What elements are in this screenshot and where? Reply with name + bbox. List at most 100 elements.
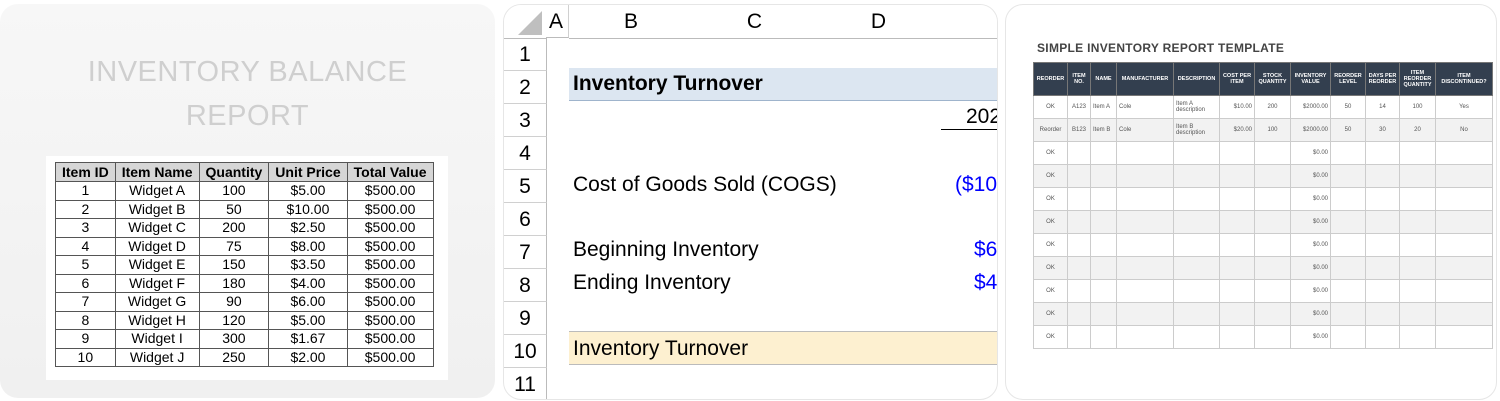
column-header: Quantity — [198, 162, 270, 182]
sheet-title[interactable]: Inventory Turnover — [573, 72, 763, 95]
ending-inventory-value[interactable]: $4 — [974, 271, 998, 294]
year-underline — [941, 129, 997, 130]
table-cell: $0.00 — [1290, 256, 1331, 280]
table-cell: OK — [1033, 141, 1068, 165]
table-cell — [1365, 325, 1400, 349]
table-cell: OK — [1033, 233, 1068, 257]
table-cell: Cole — [1116, 95, 1174, 119]
table-cell: $2000.00 — [1290, 118, 1331, 142]
table-cell: 14 — [1365, 95, 1400, 119]
inventory-balance-report-panel: INVENTORY BALANCE REPORT Item ID Item Nam… — [0, 4, 495, 398]
table-cell: OK — [1033, 164, 1068, 188]
table-cell — [1254, 233, 1291, 257]
table-cell — [1435, 210, 1493, 234]
table-row: 7 Widget G 90 $6.00 $500.00 — [55, 292, 434, 312]
table-cell: 4 — [55, 236, 116, 256]
cogs-label[interactable]: Cost of Goods Sold (COGS) — [573, 173, 837, 196]
table-cell — [1365, 279, 1400, 303]
table-row: OK $0.00 — [1033, 279, 1493, 303]
table-cell — [1399, 233, 1436, 257]
column-header-a[interactable]: A — [546, 5, 569, 38]
column-header: MANUFACTURER — [1116, 62, 1174, 96]
table-cell — [1116, 164, 1174, 188]
table-cell — [1067, 187, 1091, 211]
table-cell: Item B description — [1173, 118, 1220, 142]
table-cell: 50 — [198, 199, 270, 219]
row-header[interactable]: 6 — [504, 203, 547, 236]
ending-inventory-label[interactable]: Ending Inventory — [573, 271, 731, 294]
turnover-label[interactable]: Inventory Turnover — [573, 337, 749, 360]
table-cell: 8 — [55, 310, 116, 330]
row-header[interactable]: 3 — [504, 104, 547, 137]
table-cell — [1173, 164, 1220, 188]
column-header-c[interactable]: C — [693, 5, 817, 39]
table-cell — [1219, 210, 1255, 234]
column-header-d[interactable]: D — [816, 5, 942, 39]
table-cell: $500.00 — [346, 329, 434, 349]
table-cell: 100 — [1254, 118, 1291, 142]
table-cell: $5.00 — [268, 310, 348, 330]
column-header-b[interactable]: B — [569, 5, 694, 39]
table-cell — [1173, 233, 1220, 257]
table-cell: 300 — [198, 329, 270, 349]
table-cell: 5 — [55, 255, 116, 275]
table-cell: $0.00 — [1290, 279, 1331, 303]
table-cell: 180 — [198, 273, 270, 293]
table-cell — [1090, 256, 1117, 280]
table-cell — [1090, 325, 1117, 349]
column-header: Item Name — [114, 162, 200, 182]
table-cell — [1399, 164, 1436, 188]
table-cell — [1435, 233, 1493, 257]
table-cell: $10.00 — [1219, 95, 1255, 119]
table-cell — [1067, 210, 1091, 234]
table-cell — [1435, 325, 1493, 349]
table-cell — [1116, 187, 1174, 211]
column-header: DESCRIPTION — [1173, 62, 1220, 96]
table-cell: OK — [1033, 187, 1068, 211]
column-header: REORDER — [1033, 62, 1068, 96]
column-header-e[interactable] — [941, 5, 997, 39]
column-header: REORDER LEVEL — [1330, 62, 1366, 96]
table-cell — [1435, 164, 1493, 188]
table-cell — [1330, 279, 1366, 303]
table-cell: Yes — [1435, 95, 1493, 119]
table-cell — [1330, 210, 1366, 234]
year-cell[interactable]: 202 — [966, 105, 998, 128]
table-cell — [1435, 256, 1493, 280]
table-row: OK $0.00 — [1033, 256, 1493, 280]
table-cell — [1365, 302, 1400, 326]
table-cell: Item A description — [1173, 95, 1220, 119]
table-cell — [1067, 233, 1091, 257]
table-cell — [1365, 233, 1400, 257]
table-cell: $4.00 — [268, 273, 348, 293]
spreadsheet-panel: A B C D 1 2 3 4 5 6 7 8 9 10 11 Inventory Turnover… — [503, 4, 998, 400]
table-row: OK $0.00 — [1033, 302, 1493, 326]
row-header[interactable]: 5 — [504, 170, 547, 203]
row-header[interactable]: 1 — [504, 38, 547, 71]
beginning-inventory-label[interactable]: Beginning Inventory — [573, 238, 759, 261]
cogs-value[interactable]: ($10 — [955, 173, 998, 196]
row-header[interactable]: 10 — [504, 335, 547, 368]
table-cell — [1399, 210, 1436, 234]
table-cell — [1254, 210, 1291, 234]
table-cell — [1435, 302, 1493, 326]
select-all-corner[interactable] — [504, 5, 547, 39]
table-cell: 10 — [55, 347, 116, 367]
table-cell: No — [1435, 118, 1493, 142]
row-header[interactable]: 9 — [504, 302, 547, 335]
table-cell: Widget F — [114, 273, 200, 293]
row-header[interactable]: 8 — [504, 269, 547, 302]
row-header[interactable]: 11 — [504, 368, 547, 399]
table-cell — [1330, 187, 1366, 211]
table-cell — [1219, 279, 1255, 303]
table-cell — [1254, 141, 1291, 165]
row-header[interactable]: 4 — [504, 137, 547, 170]
simple-report-table: REORDER ITEM NO. NAME MANUFACTURER DESCRIPTI… — [1033, 62, 1493, 349]
row-header[interactable]: 2 — [504, 71, 547, 104]
table-cell: 250 — [198, 347, 270, 367]
beginning-inventory-value[interactable]: $6 — [974, 238, 998, 261]
column-header: ITEM DISCONTINUED? — [1435, 62, 1493, 96]
row-header[interactable]: 7 — [504, 236, 547, 269]
table-row: OK $0.00 — [1033, 325, 1493, 349]
table-cell: Reorder — [1033, 118, 1068, 142]
